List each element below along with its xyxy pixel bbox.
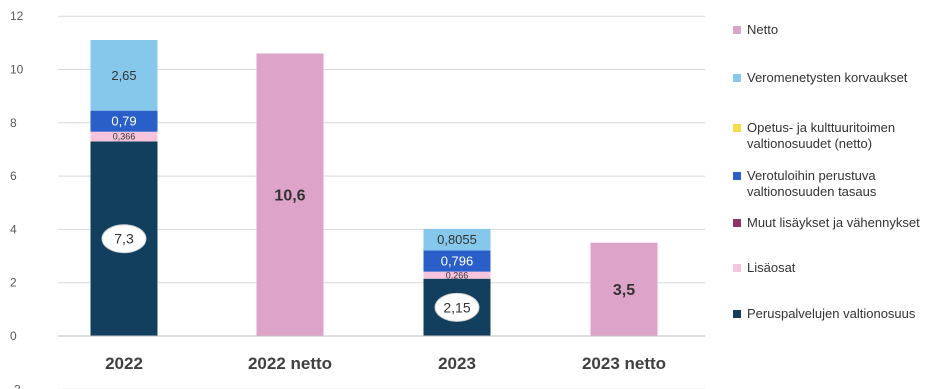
chart-plot: -2 0 2 4 6 8 10 12 7,3 0,366 0,79 2,65 2022 10,6 2022 … xyxy=(10,9,705,389)
x-tick-label: 2023 xyxy=(438,354,476,373)
y-tick-label: 4 xyxy=(10,222,17,236)
legend-item: Verotuloihin perustuva valtionosuuden tas… xyxy=(733,168,876,200)
bar-segment xyxy=(423,250,491,272)
legend-swatch xyxy=(733,310,741,318)
data-label: 2,15 xyxy=(443,299,470,315)
legend-label: Muut lisäykset ja vähennykset xyxy=(747,215,920,231)
data-label: 0,266 xyxy=(446,270,469,280)
y-tick-label: 12 xyxy=(10,9,24,23)
bar-segment xyxy=(90,40,158,111)
data-label: 0,8055 xyxy=(437,232,477,247)
legend-label-line: Muut lisäykset ja vähennykset xyxy=(747,215,920,230)
legend-swatch xyxy=(733,172,741,180)
data-label: 10,6 xyxy=(274,187,305,204)
bar-segment xyxy=(423,228,491,251)
legend-label: Opetus- ja kulttuuritoimen valtionosuudet… xyxy=(747,120,895,152)
y-tick-label: 6 xyxy=(10,169,17,183)
legend-label: Lisäosat xyxy=(747,260,795,276)
legend-label: Veromenetysten korvaukset xyxy=(747,70,907,86)
legend-label-line: Veromenetysten korvaukset xyxy=(747,70,908,85)
legend-label-line: Peruspalvelujen valtionosuus xyxy=(747,306,916,321)
bar-segment xyxy=(90,110,158,132)
x-tick-label: 2022 netto xyxy=(248,354,332,373)
data-label: 0,79 xyxy=(111,114,136,129)
legend-label: Netto xyxy=(747,22,778,38)
legend-item: Lisäosat xyxy=(733,260,795,276)
legend-item: Netto xyxy=(733,22,778,38)
bar-segment xyxy=(590,242,658,336)
data-label-bubble xyxy=(434,292,480,322)
y-tick-label: -2 xyxy=(10,382,21,389)
legend-label-line: Verotuloihin perustuva xyxy=(747,168,876,183)
legend-swatch xyxy=(733,74,741,82)
legend-label: Verotuloihin perustuva valtionosuuden tas… xyxy=(747,168,876,200)
data-label: 3,5 xyxy=(613,282,635,299)
legend-label-line: Netto xyxy=(747,22,779,37)
legend-label-line: valtionosuudet (netto) xyxy=(747,136,873,151)
y-tick-label: 8 xyxy=(10,116,17,130)
legend-item: Opetus- ja kulttuuritoimen valtionosuudet… xyxy=(733,120,895,152)
y-tick-label: 0 xyxy=(10,329,17,343)
legend-item: Muut lisäykset ja vähennykset xyxy=(733,215,920,231)
legend-swatch xyxy=(733,219,741,227)
y-tick-label: 2 xyxy=(10,276,17,290)
bar-segment xyxy=(90,131,158,142)
legend-item: Peruspalvelujen valtionosuus xyxy=(733,306,915,322)
legend-label: Peruspalvelujen valtionosuus xyxy=(747,306,915,322)
bar-segment xyxy=(256,53,324,336)
bar-segment xyxy=(423,271,491,279)
data-label: 0,366 xyxy=(113,132,136,142)
legend-label-line: valtionosuuden tasaus xyxy=(747,184,877,199)
legend-label-line: Lisäosat xyxy=(747,260,796,275)
y-tick-label: 10 xyxy=(10,63,24,77)
data-label: 7,3 xyxy=(114,231,134,247)
x-tick-label: 2023 netto xyxy=(582,354,666,373)
legend-item: Veromenetysten korvaukset xyxy=(733,70,907,86)
data-label: 0,796 xyxy=(441,254,474,269)
legend-label-line: Opetus- ja kulttuuritoimen xyxy=(747,120,896,135)
legend-swatch xyxy=(733,124,741,132)
legend-swatch xyxy=(733,26,741,34)
legend-swatch xyxy=(733,264,741,272)
data-label: 2,65 xyxy=(111,68,136,83)
x-tick-label: 2022 xyxy=(105,354,143,373)
data-label-bubble xyxy=(101,224,147,254)
